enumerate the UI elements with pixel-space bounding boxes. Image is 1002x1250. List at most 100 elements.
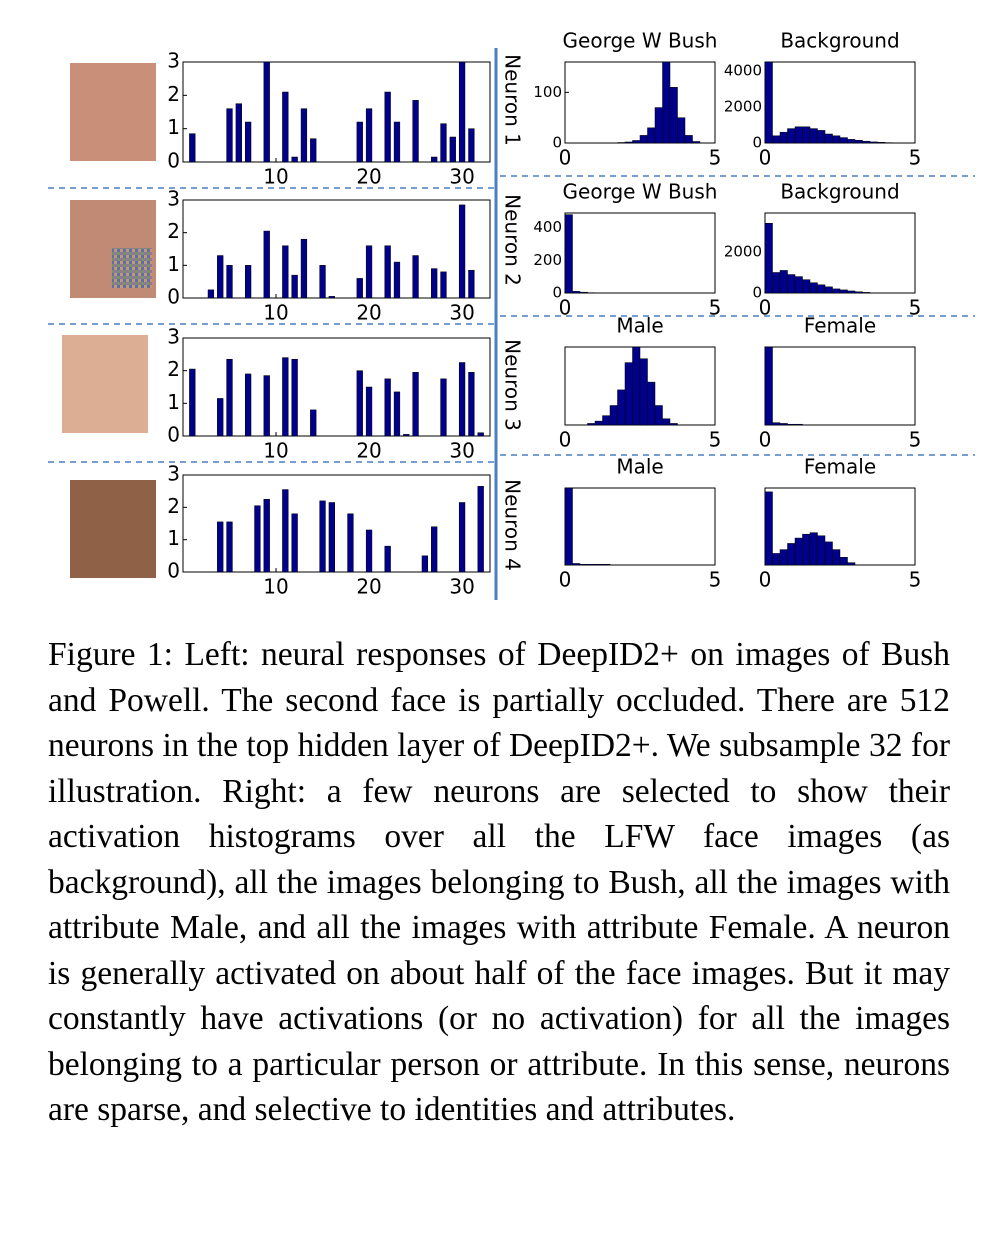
- bar: [291, 513, 298, 573]
- bar: [226, 521, 233, 573]
- y-tick-label: 2: [167, 82, 180, 106]
- bar: [291, 274, 298, 299]
- y-tick-label: 0: [167, 423, 180, 447]
- figure: 0 1 2 3 10 20 30 0 1 2 3 10 20 30 0 1 2 3 10 20 30 0 1 2 3 10 20 30…: [48, 29, 975, 600]
- y-tick-label: 2000: [724, 98, 762, 116]
- bar: [328, 502, 335, 573]
- histogram-bar: [602, 563, 611, 566]
- y-tick-label: 0: [552, 134, 562, 152]
- x-tick-label: 0: [559, 428, 572, 452]
- chart-title: Background: [780, 180, 899, 204]
- y-tick-label: 3: [167, 462, 180, 486]
- histogram-bar: [817, 284, 826, 294]
- y-tick-label: 2: [167, 494, 180, 518]
- bar: [477, 432, 484, 437]
- histogram-bar: [772, 272, 781, 294]
- histogram-bar: [832, 135, 841, 144]
- x-tick-label: 0: [759, 428, 772, 452]
- plot-frame: [564, 61, 716, 144]
- histogram-bar: [847, 562, 856, 566]
- y-tick-label: 100: [533, 83, 562, 101]
- histogram-bar: [779, 270, 788, 294]
- neuron-label: Neuron 2: [501, 194, 525, 286]
- histogram-bar: [794, 423, 803, 426]
- chart-title: Female: [804, 314, 876, 338]
- y-tick-label: 3: [167, 325, 180, 349]
- x-tick-label: 30: [449, 165, 474, 189]
- histogram-bar: [809, 282, 818, 294]
- bar: [217, 398, 224, 437]
- y-tick-label: 200: [533, 251, 562, 269]
- histogram-bar: [602, 415, 611, 426]
- bar: [440, 123, 447, 163]
- face-image: [70, 480, 156, 578]
- x-tick-label: 20: [356, 301, 381, 325]
- x-tick-label: 10: [263, 439, 288, 463]
- histogram-bar: [639, 358, 648, 426]
- histogram-bar: [564, 487, 573, 566]
- histogram-bar: [587, 423, 596, 426]
- plot-frame: [182, 474, 491, 573]
- x-tick-label: 0: [759, 568, 772, 592]
- histogram-bar: [684, 135, 693, 144]
- bar: [393, 391, 401, 437]
- histogram-bar: [787, 543, 796, 566]
- histogram-bar: [802, 279, 811, 294]
- x-tick-label: 5: [909, 146, 922, 170]
- y-tick-label: 1: [167, 252, 180, 276]
- bar: [431, 268, 438, 299]
- histogram-bar: [809, 128, 818, 144]
- bar: [393, 121, 401, 163]
- histogram-bar: [802, 533, 811, 566]
- y-tick-label: 4000: [724, 62, 762, 80]
- histogram-bar: [662, 61, 671, 144]
- histogram-bar: [824, 133, 833, 144]
- bar: [328, 296, 335, 299]
- chart-title: Male: [616, 455, 663, 479]
- bar: [244, 265, 252, 299]
- histogram-bar: [787, 128, 796, 144]
- histogram-bar: [632, 346, 641, 426]
- y-tick-label: 2: [167, 357, 180, 381]
- bar: [282, 245, 289, 299]
- y-tick-label: 2000: [724, 242, 762, 260]
- x-tick-label: 0: [559, 146, 572, 170]
- x-tick-label: 5: [709, 146, 722, 170]
- histogram-bar: [624, 141, 633, 144]
- bar: [356, 278, 363, 299]
- bar: [384, 378, 391, 437]
- plot-frame: [182, 61, 491, 163]
- y-tick-label: 0: [167, 559, 180, 583]
- y-tick-label: 3: [167, 187, 180, 211]
- bar: [403, 434, 410, 437]
- histogram-bar: [669, 87, 678, 144]
- plot-frame: [182, 199, 491, 299]
- bar: [365, 245, 373, 299]
- chart-title: Female: [804, 455, 876, 479]
- x-tick-label: 5: [909, 428, 922, 452]
- histogram-bar: [794, 537, 803, 566]
- histogram-bar: [802, 126, 811, 144]
- histogram-bar: [579, 563, 588, 566]
- bar: [244, 121, 252, 163]
- y-tick-label: 1: [167, 526, 180, 550]
- bar: [347, 513, 354, 573]
- histogram-bar: [654, 405, 663, 426]
- histogram-bar: [839, 557, 848, 566]
- histogram-bar: [772, 422, 781, 426]
- plot-frame: [564, 212, 716, 294]
- plot-frame: [764, 346, 916, 426]
- histogram-bar: [639, 135, 648, 144]
- bar: [431, 156, 438, 163]
- bar: [384, 245, 391, 299]
- bar: [458, 204, 466, 299]
- x-tick-label: 0: [559, 296, 572, 320]
- histogram-bar: [579, 291, 588, 294]
- histogram-bar: [787, 274, 796, 294]
- neuron-label: Neuron 3: [501, 339, 525, 431]
- neuron-label: Neuron 1: [501, 54, 525, 146]
- bar: [477, 486, 484, 573]
- bar: [449, 136, 456, 163]
- histogram-bar: [779, 131, 788, 144]
